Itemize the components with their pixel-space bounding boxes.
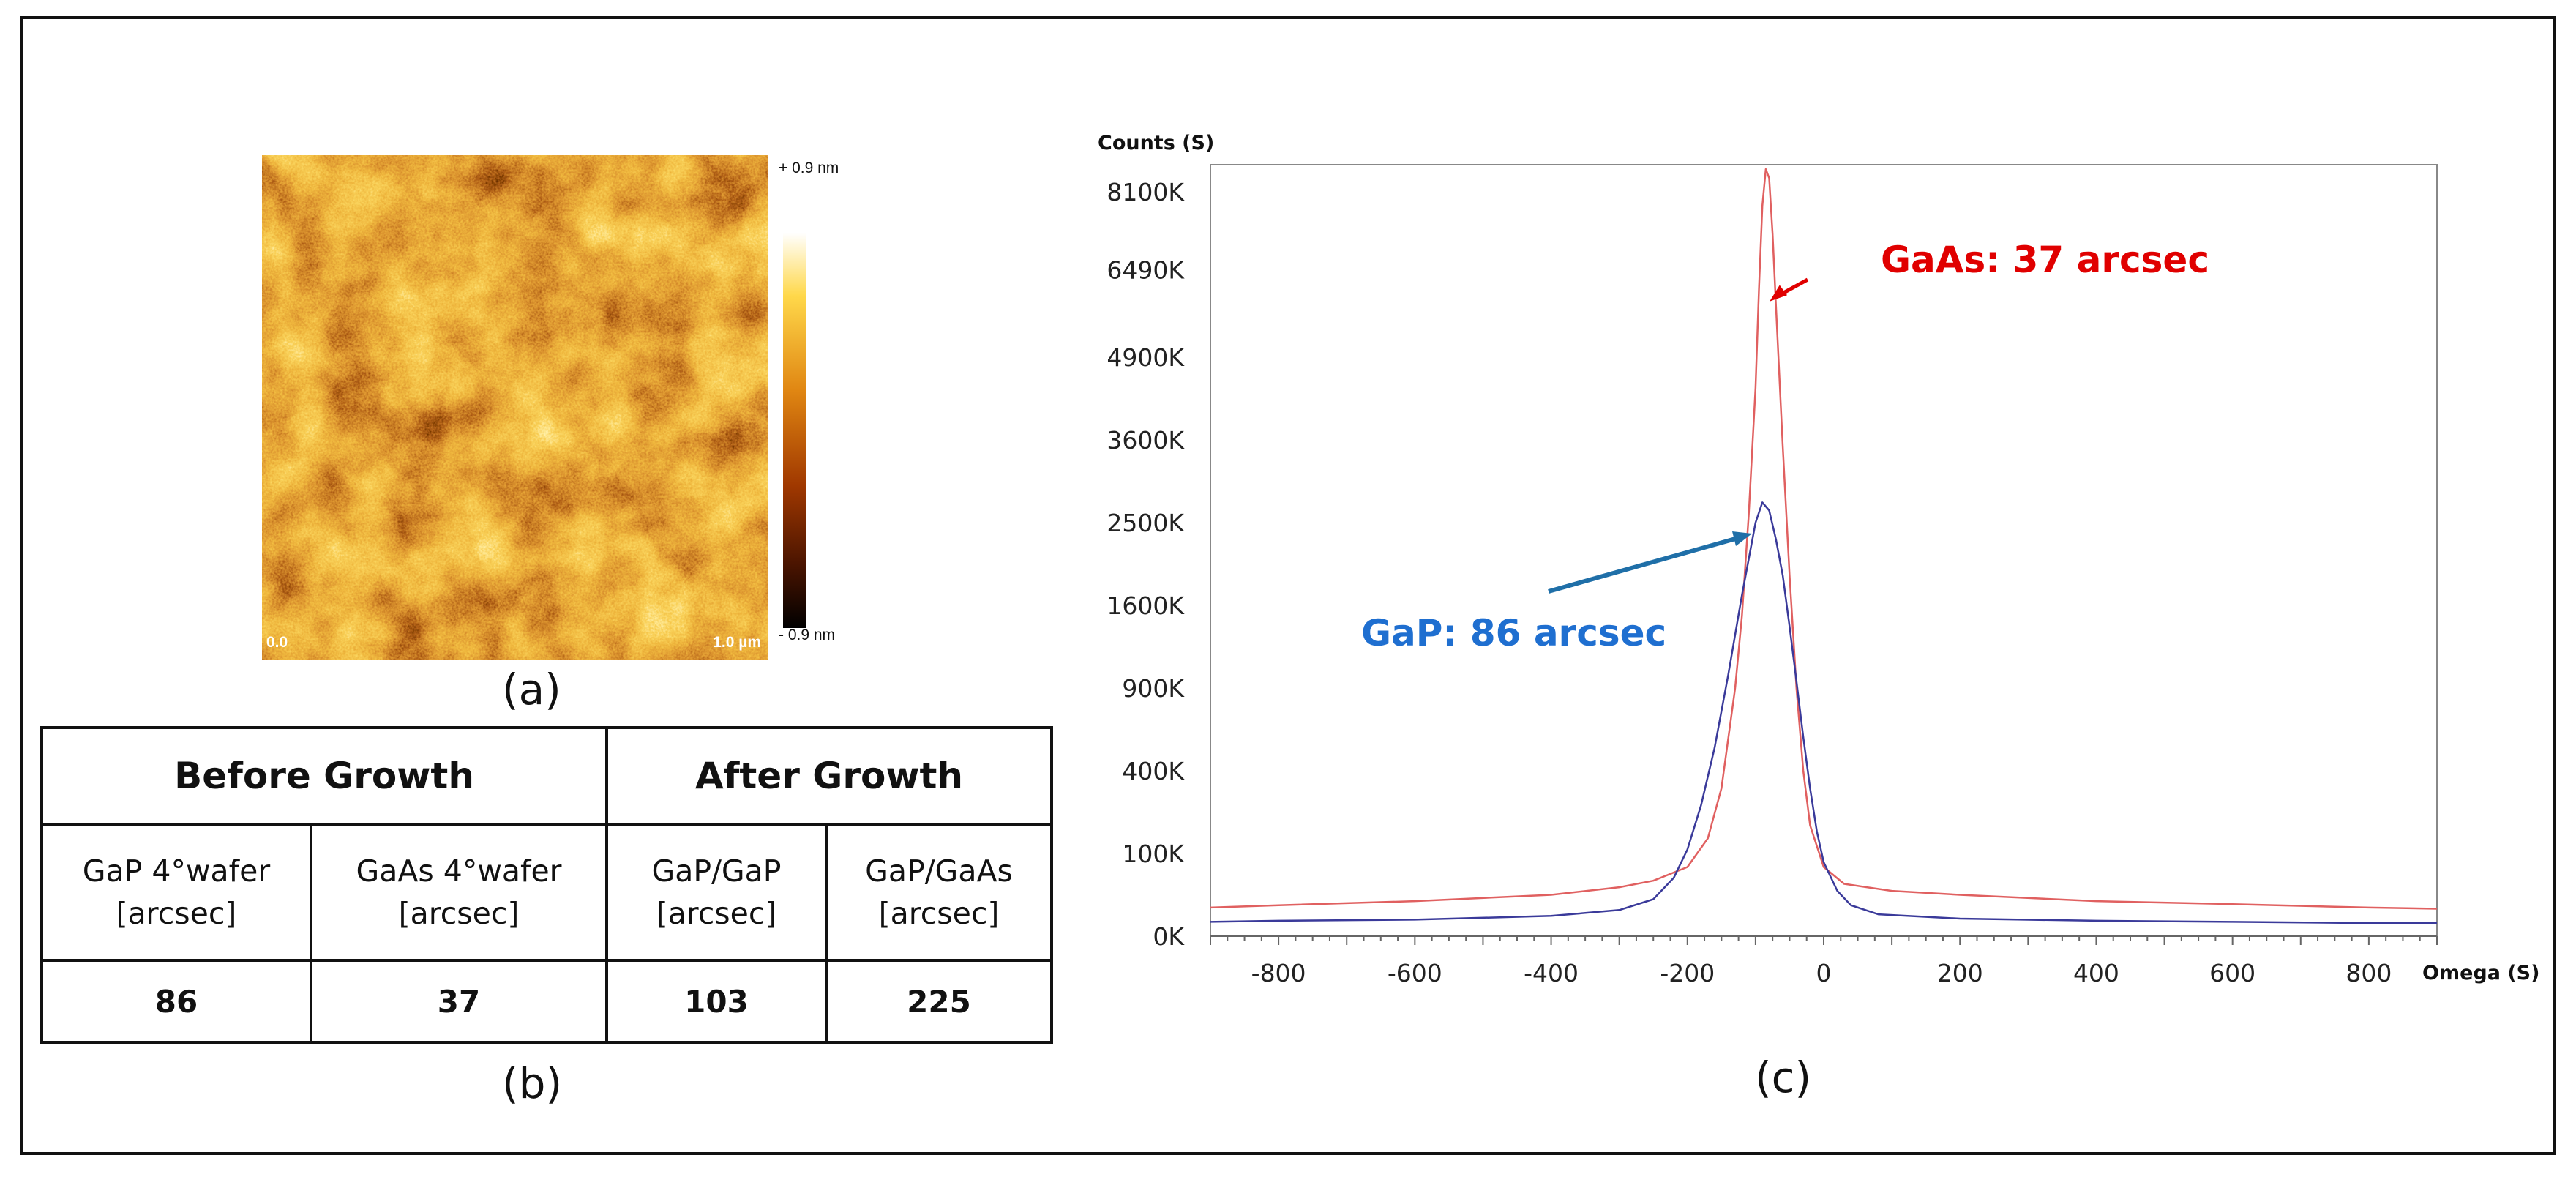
group-header-after: After Growth [605,726,1053,826]
gap-annotation: GaP: 86 arcsec [1361,612,1666,654]
y-tick-label: 4900K [1107,343,1185,372]
panel-label-a: (a) [502,665,561,714]
colorbar-top-label: + 0.9 nm [779,160,839,176]
panel-label-c: (c) [1755,1053,1812,1102]
column-header-gap-on-gaas: GaP/GaAs [arcsec] [825,823,1053,962]
afm-height-colorbar [783,233,806,628]
table-group-header-row: Before Growth After Growth [40,726,1053,826]
plot-area [1210,164,2438,937]
value-gap-on-gaas: 225 [825,959,1053,1044]
afm-image: 0.0 1.0 µm [262,155,768,660]
y-tick-label: 1600K [1107,591,1185,620]
y-tick-label: 2500K [1107,509,1185,537]
y-axis-label: Counts (S) [1098,132,1214,154]
value-gaas-wafer: 37 [310,959,608,1044]
y-tick-label: 400K [1122,757,1185,785]
gaas-arrow-head [1770,285,1788,302]
gap-arrow-head [1732,531,1752,546]
x-tick-label: 0 [1816,959,1832,987]
y-tick-label: 900K [1122,674,1185,703]
y-tick-label: 100K [1122,840,1185,868]
column-header-gap-on-gap: GaP/GaP [arcsec] [605,823,828,962]
x-tick-label: 600 [2209,959,2255,987]
table-column-header-row: GaP 4°wafer [arcsec] GaAs 4°wafer [arcse… [40,823,1053,962]
series-line-gap [1210,501,2437,924]
x-tick-label: -200 [1660,959,1715,987]
column-header-gaas-wafer: GaAs 4°wafer [arcsec] [310,823,608,962]
y-axis-ticks: 0K 100K 400K 900K 1600K 2500K 3600K 4900K 6490K 8… [1107,178,1185,951]
afm-origin-label: 0.0 [266,634,288,651]
xrd-rocking-curve-chart: 0K 100K 400K 900K 1600K 2500K 3600K 4900K 6490K 8… [1098,132,2539,987]
group-header-before: Before Growth [40,726,608,826]
value-gap-on-gap: 103 [605,959,828,1044]
series-line-gaas [1210,168,2438,910]
y-tick-label: 0K [1153,922,1185,951]
colorbar-bottom-label: - 0.9 nm [779,627,836,643]
x-tick-label: 400 [2073,959,2119,987]
x-axis-label: Omega (S) [2422,962,2539,984]
x-tick-label: 200 [1937,959,1983,987]
column-header-gap-wafer: GaP 4°wafer [arcsec] [40,823,312,962]
x-tick-label: -400 [1524,959,1579,987]
afm-texture [262,155,768,660]
gaas-annotation: GaAs: 37 arcsec [1881,239,2209,281]
y-tick-label: 6490K [1107,256,1185,285]
y-tick-label: 3600K [1107,426,1185,455]
xrd-fwhm-table: Before Growth After Growth GaP 4°wafer [… [40,726,1053,1044]
x-tick-label: -800 [1251,959,1306,987]
value-gap-wafer: 86 [40,959,312,1044]
table-row: 86 37 103 225 [40,959,1053,1044]
panel-label-b: (b) [502,1058,563,1108]
x-axis-ticks: -800 -600 -400 -200 0 200 400 600 800 [1210,935,2438,987]
y-tick-label: 8100K [1107,178,1185,206]
afm-size-label: 1.0 µm [713,634,761,651]
x-tick-label: 800 [2345,959,2392,987]
x-tick-label: -600 [1388,959,1442,987]
gap-annotation-arrow [1548,534,1744,594]
figure-frame [20,16,2556,1155]
series-lines [1210,168,2438,924]
